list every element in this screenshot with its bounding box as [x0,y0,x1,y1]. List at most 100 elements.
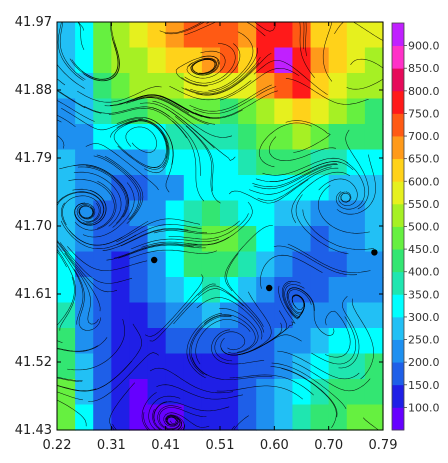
streamline [219,308,259,354]
streamline [338,296,360,369]
streamline [277,350,360,380]
heatmap-cell [346,175,366,202]
heatmap-cell [256,379,275,406]
streamline [64,252,99,325]
streamline [57,241,101,312]
colorbar-label: 750.0 [408,107,440,120]
heatmap-cell [220,404,239,431]
streamline [204,314,256,353]
streamline [106,244,194,261]
streamline [190,58,219,75]
heatmap-cell [310,353,330,380]
heatmap-cell [165,379,185,406]
heatmap-cell [147,22,167,49]
streamline [257,167,339,201]
streamline [57,250,67,268]
streamline [291,361,371,392]
streamline [57,384,97,391]
heatmap-cell [147,47,167,74]
heatmap-cell [256,328,275,355]
heatmap-cell [93,47,112,74]
streamline [194,90,278,118]
streamline [184,42,236,84]
streamline [208,31,254,91]
streamline [214,331,246,362]
streamline [61,202,123,246]
streamline [67,319,125,371]
heatmap-cell [274,98,294,125]
heatmap-cell [129,22,149,49]
heatmap-cell [220,98,239,125]
heatmap-cell [310,98,330,125]
streamline [224,310,287,356]
heatmap-cell [201,328,221,355]
streamline [188,57,217,75]
streamline [149,283,216,342]
streamline [184,22,266,37]
x-tick-label: 0.41 [151,438,180,453]
heatmap-cell [292,251,312,278]
heatmap-cell [346,73,366,100]
streamline [196,297,263,340]
heatmap-cell [256,226,275,253]
heatmap-cell [93,379,112,406]
streamline [132,96,216,125]
streamline [185,57,261,95]
colorbar-label: 700.0 [408,130,440,143]
streamline [340,191,352,203]
heatmap-cell [238,175,257,202]
streamline [299,22,315,78]
heatmap-cell [310,328,330,355]
colorbar-swatch [392,136,404,160]
heatmap-cell [238,149,257,176]
heatmap-cell [165,200,185,227]
heatmap-cell [201,124,221,151]
colorbar-label: 250.0 [408,334,440,347]
streamline [159,22,203,34]
heatmap-cell [183,379,203,406]
point-marker [151,256,158,264]
streamline [57,239,118,293]
colorbar-swatch [392,90,404,114]
heatmap-cell [57,277,76,304]
heatmap-cell [364,98,384,125]
streamline [82,182,135,238]
streamline [93,155,140,220]
heatmap-cell [111,124,131,151]
heatmap-cell [364,124,384,151]
streamline [295,194,349,255]
streamline [125,126,157,153]
heatmap-cell [75,404,94,431]
heatmap-cell [328,251,348,278]
streamline [186,313,222,379]
heatmap-cell [93,73,112,100]
point-marker [371,249,378,256]
heatmap-cell [256,22,275,49]
streamline [109,382,136,430]
heatmap-cell [129,73,149,100]
heatmap-cell [129,251,149,278]
streamline [88,352,159,402]
heatmap-cell [129,200,149,227]
heatmap-cell [238,124,257,151]
heatmap-cell [147,277,167,304]
colorbar-label: 300.0 [408,311,440,324]
streamline [57,345,98,352]
streamline [287,243,371,273]
heatmap-cell [165,175,185,202]
colorbar-label: 150.0 [408,379,440,392]
colorbar-label: 450.0 [408,243,440,256]
streamline [219,68,300,101]
heatmap-cell [57,22,76,49]
streamline [57,119,62,123]
heatmap-cell [183,200,203,227]
heatmap-cell [57,328,76,355]
streamline [73,171,122,227]
streamline [255,161,342,182]
streamline [169,80,252,101]
x-tick-label: 0.31 [97,438,126,453]
streamline [83,23,120,82]
streamline [57,377,83,382]
heatmap-cell [147,353,167,380]
heatmap-cell [238,404,257,431]
